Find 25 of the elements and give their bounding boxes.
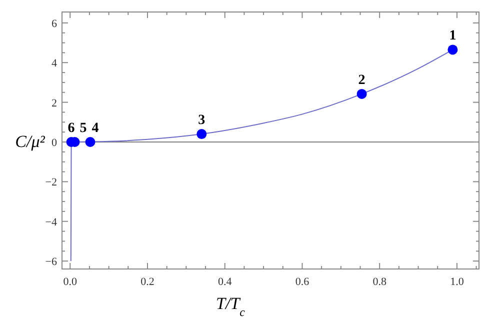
y-axis-title: C/μ² (15, 132, 46, 151)
x-tick-label: 0.8 (372, 276, 387, 288)
y-tick-label: 2 (52, 97, 57, 110)
point (356, 88, 367, 99)
annotation: 2 (358, 72, 366, 88)
x-tick-label: 1.0 (450, 276, 464, 288)
x-tick-label: 0.6 (295, 276, 310, 288)
y-tick-label: −6 (45, 256, 58, 268)
x-tick-label: 0.4 (218, 276, 232, 288)
point (448, 44, 458, 55)
annotation: 1 (449, 28, 456, 44)
annotation: 3 (198, 113, 206, 128)
annotation: 5 (80, 120, 87, 136)
x-tick-label: 0.0 (63, 276, 78, 288)
annotation: 4 (92, 120, 99, 136)
y-tick-label: 0 (52, 136, 58, 149)
point (85, 136, 96, 147)
y-tick-label: −2 (45, 176, 57, 189)
y-tick-label: 6 (52, 18, 58, 30)
y-tick-label: 4 (52, 58, 58, 70)
x-axis-title: T/T$_{c}$ (216, 294, 246, 319)
annotation: 6 (68, 120, 75, 136)
point (196, 129, 207, 140)
y-tick-label: −4 (45, 216, 58, 228)
x-tick-label: 0.2 (140, 276, 154, 288)
